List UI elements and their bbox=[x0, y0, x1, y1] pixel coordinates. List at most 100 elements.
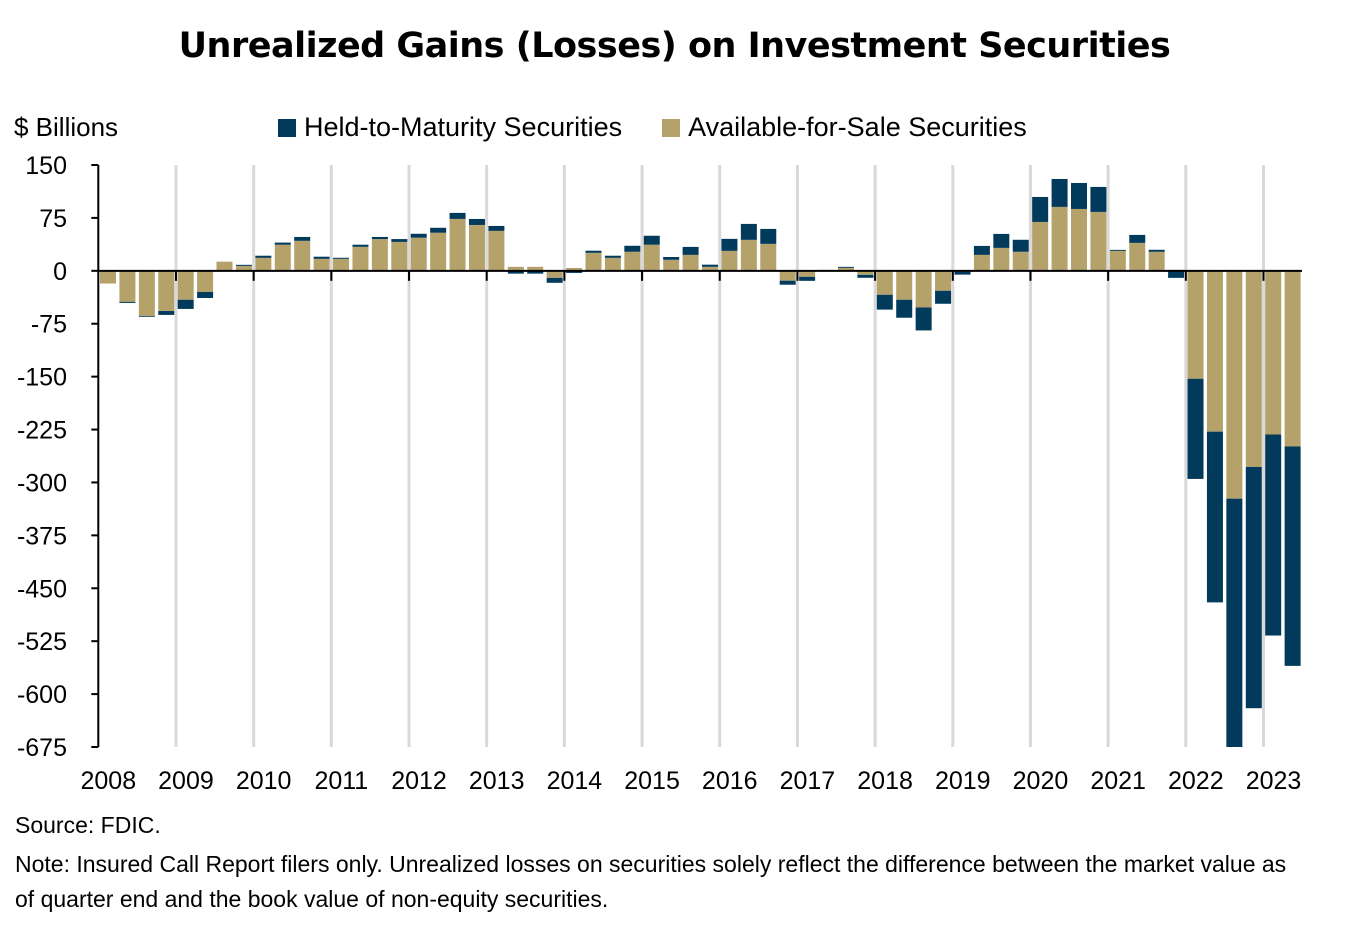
bar-htm-2008Q2 bbox=[119, 301, 136, 303]
bar-afs-2013Q3 bbox=[527, 266, 544, 271]
y-tick-label: -225 bbox=[17, 417, 67, 445]
x-tick-label: 2011 bbox=[314, 767, 368, 795]
bar-htm-2022Q4 bbox=[1245, 466, 1262, 709]
bar-htm-2014Q3 bbox=[604, 255, 621, 258]
bar-htm-2018Q1 bbox=[876, 294, 893, 310]
legend-label-afs: Available-for-Sale Securities bbox=[688, 112, 1027, 142]
bar-htm-2020Q4 bbox=[1090, 186, 1107, 212]
bar-htm-2012Q3 bbox=[449, 212, 466, 219]
bar-htm-2015Q4 bbox=[702, 264, 719, 267]
bar-htm-2009Q4 bbox=[235, 264, 252, 266]
bar-afs-2011Q3 bbox=[371, 239, 388, 271]
bar-afs-2011Q4 bbox=[391, 241, 408, 271]
bar-afs-2014Q2 bbox=[585, 252, 602, 271]
bar-afs-2022Q1 bbox=[1187, 270, 1204, 379]
legend-item-htm: Held-to-Maturity Securities bbox=[278, 112, 622, 143]
y-tick-label: -675 bbox=[17, 734, 67, 762]
bar-htm-2015Q3 bbox=[682, 246, 699, 255]
x-tick-label: 2018 bbox=[857, 767, 913, 795]
bar-afs-2010Q3 bbox=[294, 240, 311, 271]
bar-afs-2018Q3 bbox=[915, 270, 932, 308]
bar-htm-2018Q4 bbox=[935, 290, 952, 304]
y-tick-label: 75 bbox=[39, 205, 67, 233]
bar-afs-2020Q4 bbox=[1090, 211, 1107, 271]
bar-htm-2016Q1 bbox=[721, 238, 738, 251]
bar-htm-2023Q1 bbox=[1265, 434, 1282, 636]
x-tick-label: 2013 bbox=[469, 767, 525, 795]
bar-htm-2011Q2 bbox=[352, 244, 369, 247]
y-tick-label: -300 bbox=[17, 469, 67, 497]
bar-afs-2009Q3 bbox=[216, 261, 233, 271]
bar-htm-2015Q2 bbox=[663, 256, 680, 260]
bar-htm-2010Q2 bbox=[274, 242, 291, 245]
y-tick-label: -375 bbox=[17, 522, 67, 550]
bar-afs-2015Q4 bbox=[702, 266, 719, 271]
bar-htm-2022Q1 bbox=[1187, 378, 1204, 479]
bar-afs-2016Q3 bbox=[760, 243, 777, 271]
bar-afs-2020Q2 bbox=[1051, 206, 1068, 271]
bar-afs-2016Q1 bbox=[721, 250, 738, 271]
bar-afs-2009Q1 bbox=[177, 270, 194, 300]
bar-afs-2022Q2 bbox=[1206, 270, 1223, 432]
bar-afs-2018Q2 bbox=[896, 270, 913, 300]
bar-afs-2009Q4 bbox=[235, 265, 252, 271]
bar-afs-2012Q4 bbox=[468, 224, 485, 271]
bar-afs-2016Q4 bbox=[779, 270, 796, 281]
footnote: Note: Insured Call Report filers only. U… bbox=[15, 851, 1287, 912]
bar-afs-2012Q3 bbox=[449, 218, 466, 271]
bar-htm-2016Q4 bbox=[779, 280, 796, 285]
bar-afs-2010Q1 bbox=[255, 257, 272, 271]
bar-afs-2017Q4 bbox=[857, 270, 874, 275]
bar-htm-2021Q4 bbox=[1168, 270, 1185, 278]
bar-htm-2009Q1 bbox=[177, 299, 194, 309]
bar-htm-2020Q3 bbox=[1071, 182, 1087, 209]
bar-htm-2019Q2 bbox=[973, 245, 990, 255]
bar-afs-2019Q4 bbox=[1012, 251, 1029, 271]
bar-afs-2020Q3 bbox=[1071, 208, 1087, 271]
bar-afs-2016Q2 bbox=[740, 239, 757, 271]
bar-htm-2013Q4 bbox=[546, 277, 563, 283]
bar-afs-2010Q4 bbox=[313, 258, 330, 271]
legend-item-afs: Available-for-Sale Securities bbox=[662, 112, 1027, 143]
bar-afs-2018Q1 bbox=[876, 270, 893, 295]
bar-htm-2013Q1 bbox=[488, 225, 505, 231]
bar-afs-2023Q2 bbox=[1284, 270, 1301, 447]
bar-afs-2009Q2 bbox=[197, 270, 214, 292]
bar-htm-2016Q3 bbox=[760, 228, 777, 244]
y-tick-label: -600 bbox=[17, 681, 67, 709]
bar-afs-2008Q2 bbox=[119, 270, 136, 302]
bar-afs-2017Q3 bbox=[837, 267, 854, 271]
bar-htm-2023Q2 bbox=[1284, 446, 1301, 666]
bar-htm-2012Q2 bbox=[430, 227, 447, 233]
bar-htm-2010Q1 bbox=[255, 255, 272, 258]
bar-htm-2021Q3 bbox=[1148, 249, 1165, 252]
bar-afs-2015Q1 bbox=[643, 244, 660, 271]
bar-htm-2018Q3 bbox=[915, 307, 932, 331]
bar-htm-2011Q4 bbox=[391, 239, 408, 242]
legend: Held-to-Maturity Securities Available-fo… bbox=[278, 112, 1027, 143]
chart-title: Unrealized Gains (Losses) on Investment … bbox=[178, 26, 1171, 66]
x-tick-label: 2015 bbox=[624, 767, 680, 795]
bar-htm-2016Q2 bbox=[740, 223, 757, 240]
bar-htm-2013Q3 bbox=[527, 270, 544, 274]
bar-afs-2013Q1 bbox=[488, 230, 505, 271]
bar-afs-2018Q4 bbox=[935, 270, 952, 291]
bar-afs-2015Q2 bbox=[663, 259, 680, 271]
x-tick-label: 2012 bbox=[391, 767, 447, 795]
x-tick-label: 2009 bbox=[158, 767, 214, 795]
bar-htm-2022Q2 bbox=[1206, 431, 1223, 603]
bar-afs-2023Q1 bbox=[1265, 270, 1282, 435]
bar-afs-2014Q3 bbox=[604, 257, 621, 271]
bar-afs-2013Q4 bbox=[546, 270, 563, 278]
legend-label-htm: Held-to-Maturity Securities bbox=[304, 112, 623, 142]
legend-swatch-htm bbox=[278, 118, 296, 137]
bar-htm-2019Q4 bbox=[1012, 239, 1029, 252]
y-tick-label: 150 bbox=[25, 152, 67, 180]
bar-afs-2008Q4 bbox=[158, 270, 175, 312]
bar-afs-2017Q1 bbox=[799, 270, 816, 277]
bar-afs-2008Q3 bbox=[138, 270, 155, 316]
bar-afs-2021Q2 bbox=[1129, 242, 1146, 271]
bar-afs-2013Q2 bbox=[507, 266, 524, 271]
x-tick-label: 2023 bbox=[1246, 767, 1302, 795]
bar-afs-2021Q3 bbox=[1148, 251, 1165, 271]
